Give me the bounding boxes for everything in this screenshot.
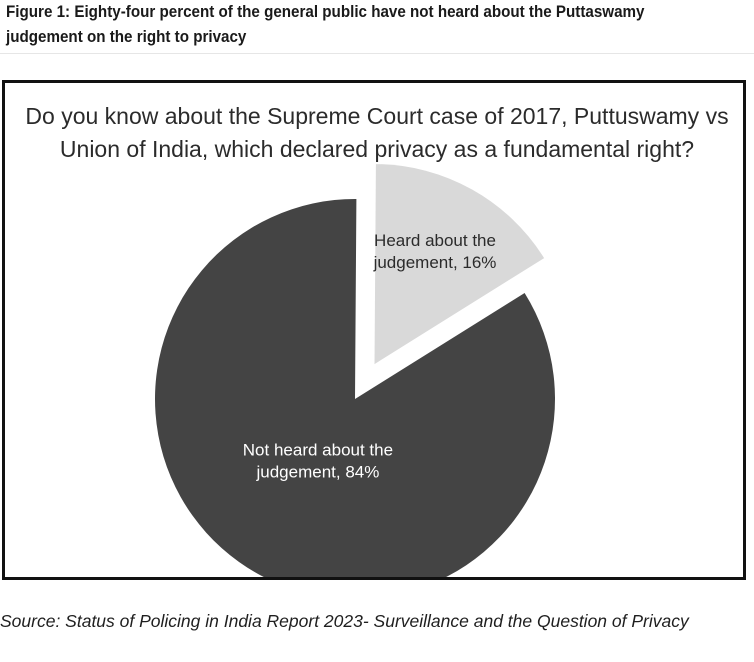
source-note: Source: Status of Policing in India Repo…: [0, 611, 689, 631]
pie-chart: Not heard about the judgement, 84% Heard a…: [155, 164, 555, 577]
pie-slice-0: [155, 199, 555, 577]
chart-frame: Do you know about the Supreme Court case…: [2, 80, 746, 580]
title-divider: [0, 53, 754, 54]
pie-slice-label-1: Heard about the judgement, 16%: [373, 231, 497, 272]
figure-title: Figure 1: Eighty-four percent of the gen…: [6, 3, 645, 46]
chart-title: Do you know about the Supreme Court case…: [25, 103, 729, 162]
pie-slice-label-0: Not heard about the judgement, 84%: [243, 440, 393, 481]
pie-slice-1: [374, 164, 545, 365]
